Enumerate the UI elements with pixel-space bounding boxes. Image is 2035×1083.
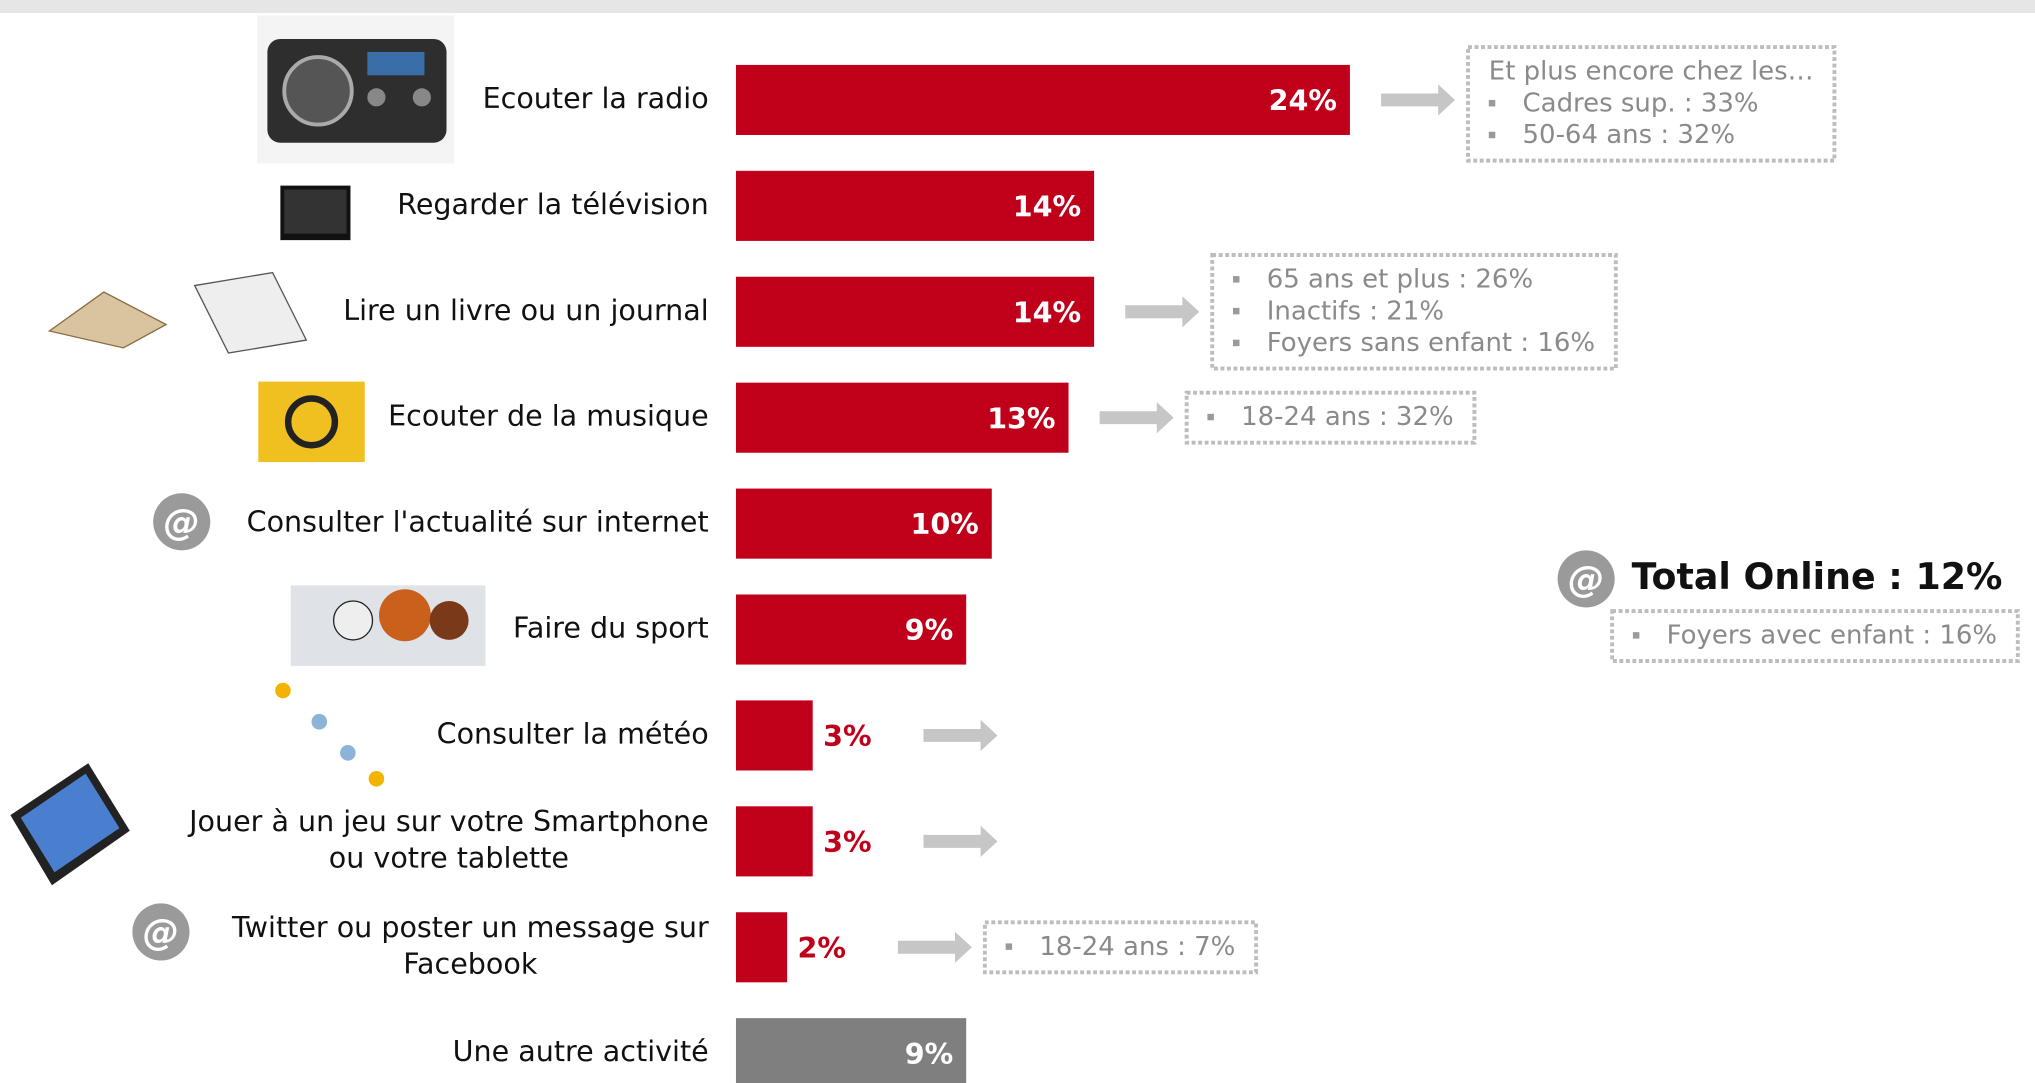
bar xyxy=(735,1018,967,1083)
callout-text: 18-24 ans : 32% xyxy=(1241,402,1453,432)
value-label: 9% xyxy=(905,1037,953,1071)
category-label: Ecouter la radio xyxy=(483,81,709,115)
callout-box xyxy=(1466,45,1837,163)
bullet xyxy=(1232,307,1240,315)
bullet xyxy=(1632,632,1640,639)
arrow xyxy=(1099,402,1174,434)
bar xyxy=(735,806,813,877)
category-label: Consulter la météo xyxy=(437,716,709,750)
bar xyxy=(735,700,813,771)
value-label: 13% xyxy=(987,401,1055,435)
category-label: Twitter ou poster un message sur Facebook xyxy=(231,910,709,980)
category-label: Regarder la télévision xyxy=(397,187,708,221)
arrow xyxy=(1125,296,1200,328)
value-label: 24% xyxy=(1269,84,1337,118)
weather-icon xyxy=(267,674,395,792)
bar xyxy=(735,276,1095,347)
category-label: Une autre activité xyxy=(453,1034,709,1068)
callout-box xyxy=(1610,609,2020,663)
callout-text: 50-64 ans : 32% xyxy=(1523,120,1735,150)
callout-text: Cadres sup. : 33% xyxy=(1523,88,1759,118)
bullet xyxy=(1488,99,1496,107)
tv-icon xyxy=(280,185,351,241)
value-label: 14% xyxy=(1013,295,1081,329)
callout-text: 18-24 ans : 7% xyxy=(1039,932,1235,962)
category-label: Ecouter de la musique xyxy=(388,399,709,433)
book-icon xyxy=(47,271,308,354)
value-label: 14% xyxy=(1013,189,1081,223)
callout-text: Inactifs : 21% xyxy=(1267,296,1444,326)
callout-box xyxy=(982,920,1259,975)
bullet xyxy=(1488,131,1496,139)
bullet xyxy=(1005,943,1013,950)
arrow xyxy=(923,825,998,857)
value-label: 3% xyxy=(823,719,871,753)
bar xyxy=(735,594,967,665)
total-online: Total Online : 12% xyxy=(1632,555,2003,598)
bar xyxy=(735,382,1069,453)
arrow xyxy=(897,931,972,963)
tablet-icon xyxy=(10,763,130,886)
callout-box xyxy=(1210,253,1618,371)
callout-text: Foyers sans enfant : 16% xyxy=(1267,328,1595,358)
bar xyxy=(735,912,788,983)
svg-text:@: @ xyxy=(143,911,179,954)
sport-icon xyxy=(290,585,486,666)
top-strip xyxy=(0,0,2035,13)
music-icon xyxy=(258,381,365,463)
callout-box xyxy=(1184,390,1477,445)
callout-text: Foyers avec enfant : 16% xyxy=(1667,621,1997,651)
bar xyxy=(735,64,1350,135)
callout-text: 65 ans et plus : 26% xyxy=(1267,264,1533,294)
category-label: Jouer à un jeu sur votre Smartphone ou vo… xyxy=(187,804,709,874)
bullet xyxy=(1232,339,1240,347)
svg-text:@: @ xyxy=(1568,558,1604,601)
bar xyxy=(735,488,992,559)
bullet xyxy=(1232,276,1240,283)
callout-text: Et plus encore chez les… xyxy=(1489,57,1814,87)
category-label: Faire du sport xyxy=(513,611,709,645)
bar xyxy=(735,170,1095,241)
arrow xyxy=(923,719,998,752)
at-icon: @ @ @ xyxy=(132,493,1615,961)
value-label: 9% xyxy=(905,613,953,647)
radio-icon xyxy=(257,15,455,164)
value-label: 10% xyxy=(910,507,978,541)
value-label: 3% xyxy=(823,825,871,859)
chart: @ @ @ Ecouter la radio 24% Et plus encore … xyxy=(10,15,2020,1083)
value-label: 2% xyxy=(798,931,846,965)
bullet xyxy=(1207,413,1214,421)
category-label: Lire un livre ou un journal xyxy=(343,293,708,327)
category-label: Consulter l'actualité sur internet xyxy=(247,505,709,539)
svg-text:@: @ xyxy=(164,500,200,543)
arrow xyxy=(1381,84,1456,116)
